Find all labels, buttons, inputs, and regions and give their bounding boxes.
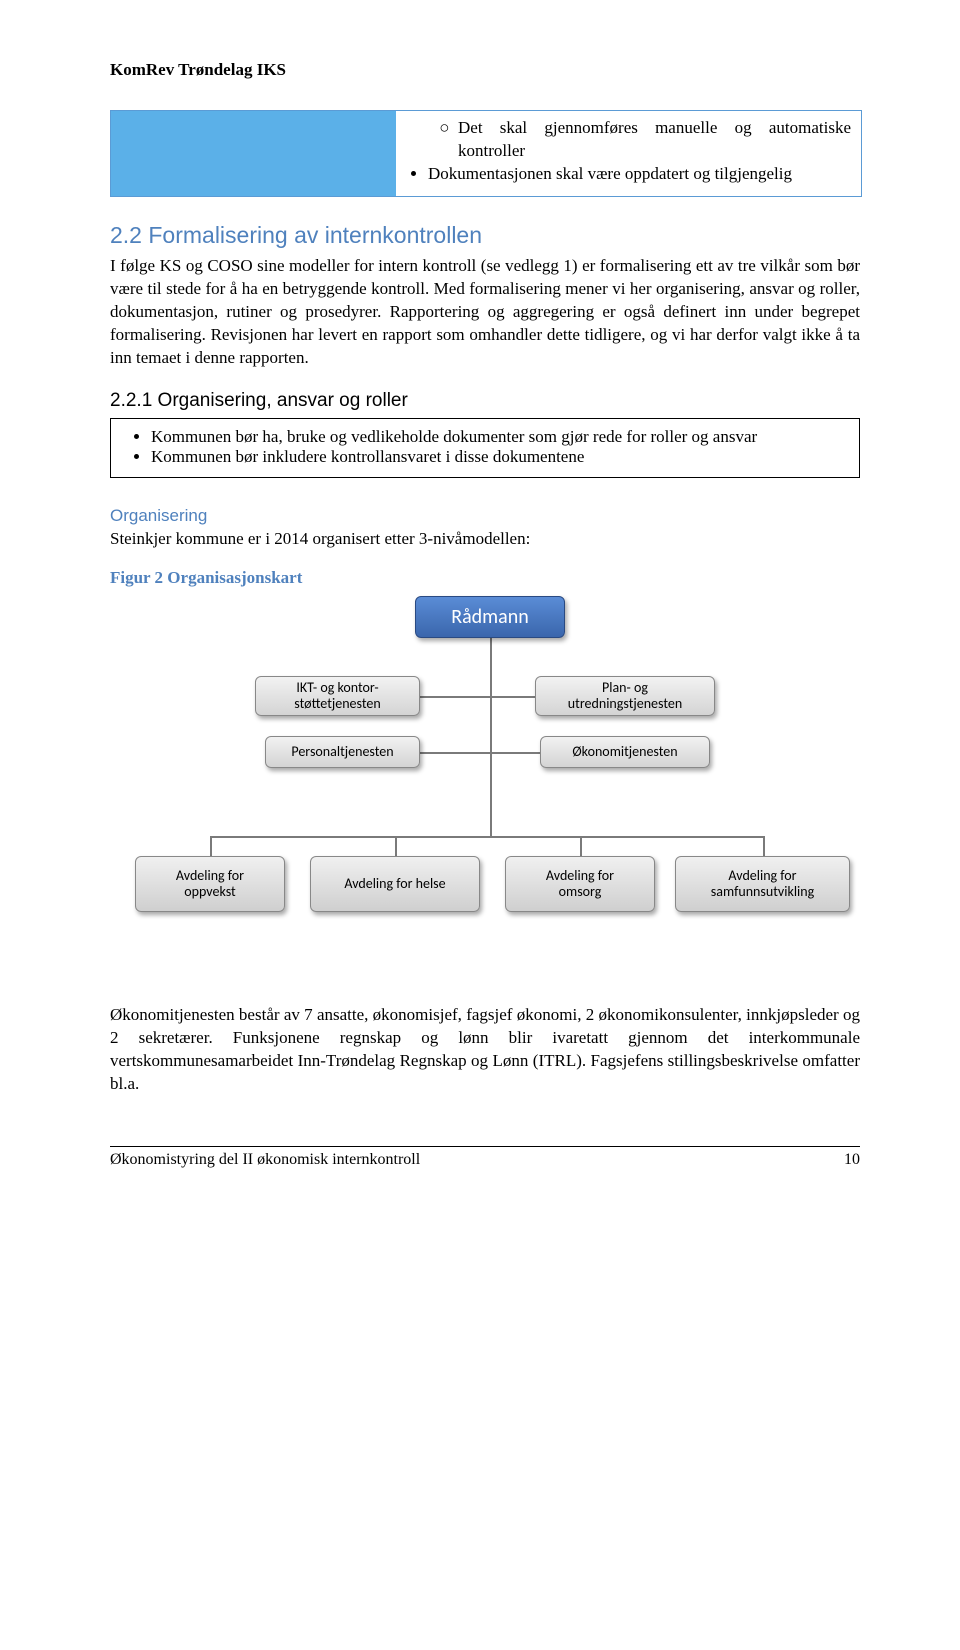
heading-2-2-1: 2.2.1 Organisering, ansvar og roller xyxy=(110,390,860,412)
section-2-2-paragraph: I følge KS og COSO sine modeller for int… xyxy=(110,255,860,370)
page-header: KomRev Trøndelag IKS xyxy=(110,60,860,80)
page-footer: Økonomistyring del II økonomisk internko… xyxy=(110,1146,860,1169)
org-chart-connector xyxy=(420,696,490,698)
org-node-m3: Personaltjenesten xyxy=(265,736,420,768)
figure-label: Figur 2 Organisasjonskart xyxy=(110,568,860,588)
footer-left: Økonomistyring del II økonomisk internko… xyxy=(110,1151,420,1169)
criteria-bullet-2: Kommunen bør inkludere kontrollansvaret … xyxy=(151,447,584,466)
footer-page-number: 10 xyxy=(844,1151,860,1169)
org-node-b2: Avdeling for helse xyxy=(310,856,480,912)
org-chart: Rådmann IKT- og kontor- støttetjenesten Pl… xyxy=(115,596,855,976)
org-chart-connector xyxy=(490,696,535,698)
box-top-nested-bullet: Det skal gjennomføres manuelle og automa… xyxy=(458,118,851,160)
criteria-bullet-1: Kommunen bør ha, bruke og vedlikeholde d… xyxy=(151,427,757,446)
org-chart-connector xyxy=(763,836,765,856)
org-node-m4: Økonomitjenesten xyxy=(540,736,710,768)
org-chart-connector xyxy=(490,638,492,838)
bottom-paragraph: Økonomitjenesten består av 7 ansatte, øk… xyxy=(110,1004,860,1096)
box-top-bullet-2: Dokumentasjonen skal være oppdatert og t… xyxy=(428,164,792,183)
info-box-top: Det skal gjennomføres manuelle og automa… xyxy=(110,110,862,197)
criteria-box: Kommunen bør ha, bruke og vedlikeholde d… xyxy=(110,418,860,478)
info-box-content: Det skal gjennomføres manuelle og automa… xyxy=(396,111,861,196)
org-chart-connector xyxy=(420,752,490,754)
organisering-text: Steinkjer kommune er i 2014 organisert e… xyxy=(110,528,860,551)
org-chart-connector xyxy=(490,752,540,754)
heading-2-2: 2.2 Formalisering av internkontrollen xyxy=(110,222,860,249)
org-node-m1: IKT- og kontor- støttetjenesten xyxy=(255,676,420,716)
org-node-b1: Avdeling for oppvekst xyxy=(135,856,285,912)
org-node-root: Rådmann xyxy=(415,596,565,638)
info-box-blue-cell xyxy=(111,111,396,196)
organisering-label: Organisering xyxy=(110,506,860,526)
org-node-m2: Plan- og utredningstjenesten xyxy=(535,676,715,716)
org-node-b3: Avdeling for omsorg xyxy=(505,856,655,912)
org-chart-connector xyxy=(210,836,212,856)
org-chart-connector xyxy=(580,836,582,856)
org-chart-connector xyxy=(395,836,397,856)
org-node-b4: Avdeling for samfunnsutvikling xyxy=(675,856,850,912)
org-chart-connector xyxy=(210,836,763,838)
